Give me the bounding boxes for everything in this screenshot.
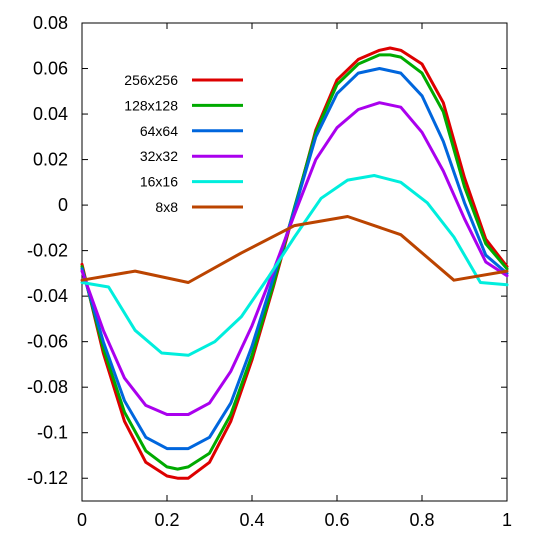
y-tick-label: -0.08 — [27, 377, 68, 397]
legend-label: 128x128 — [124, 97, 178, 113]
y-tick-label: -0.02 — [27, 241, 68, 261]
legend-label: 64x64 — [140, 123, 178, 139]
x-tick-label: 0.8 — [409, 510, 434, 530]
ticks-layer: 0.08 0.06 0.04 0.02 0 -0.02 -0.04 -0.06 -0.08 -0.… — [27, 13, 512, 530]
x-tick-label: 1 — [502, 510, 512, 530]
y-tick-label: 0.02 — [33, 150, 68, 170]
y-tick-label: 0.06 — [33, 59, 68, 79]
y-tick-label: -0.04 — [27, 286, 68, 306]
x-tick-label: 0 — [77, 510, 87, 530]
y-tick-label: 0 — [58, 195, 68, 215]
series-line-8x8 — [80, 215, 509, 284]
series-line-32x32 — [80, 101, 509, 416]
legend-label: 8x8 — [155, 199, 178, 215]
y-tick-label: -0.12 — [27, 468, 68, 488]
x-tick-label: 0.2 — [154, 510, 179, 530]
legend: 256x256 128x128 64x64 32x32 16x16 8x8 — [124, 72, 243, 215]
series-line-64x64 — [80, 67, 509, 451]
legend-label: 256x256 — [124, 72, 178, 88]
y-tick-label: -0.06 — [27, 332, 68, 352]
legend-label: 32x32 — [140, 148, 178, 164]
y-tick-label: 0.04 — [33, 104, 68, 124]
y-tick-label: -0.1 — [37, 423, 68, 443]
legend-label: 16x16 — [140, 174, 178, 190]
y-tick-label: 0.08 — [33, 13, 68, 33]
plot-area — [81, 22, 508, 502]
plot-frame — [81, 22, 508, 502]
series-line-16x16 — [80, 174, 509, 357]
x-tick-label: 0.6 — [324, 510, 349, 530]
x-tick-label: 0.4 — [239, 510, 264, 530]
series-layer — [80, 46, 509, 480]
